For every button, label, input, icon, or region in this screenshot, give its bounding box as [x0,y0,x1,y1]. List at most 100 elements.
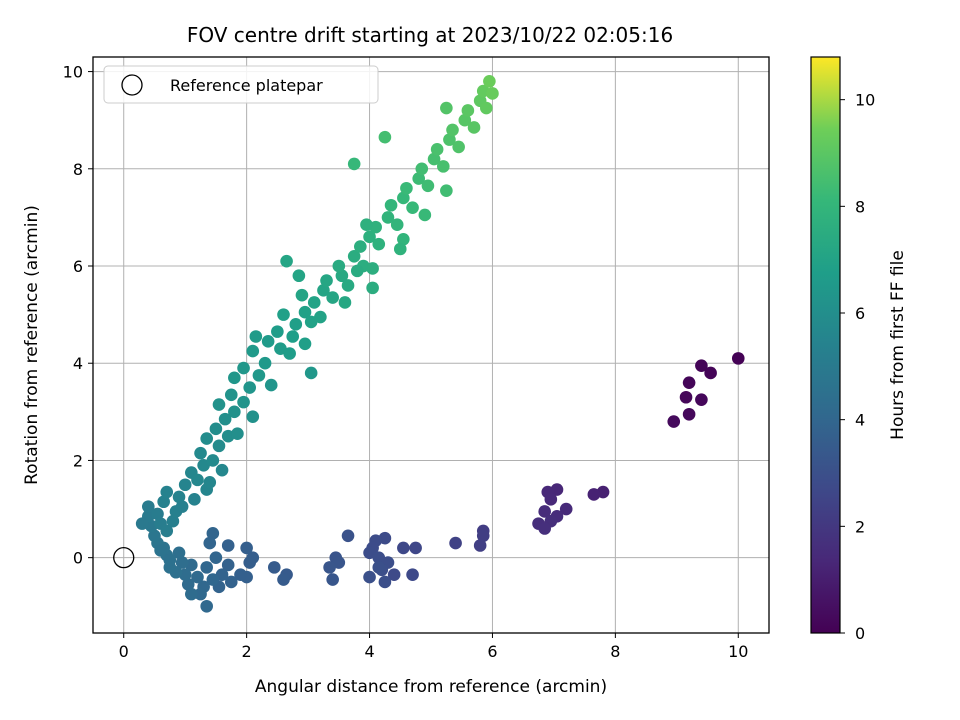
data-point [212,439,226,453]
data-point [172,490,186,504]
data-point [412,172,426,185]
data-point [231,427,244,441]
data-point [393,242,407,256]
data-point [587,488,601,501]
chart-title: FOV centre drift starting at 2023/10/22 … [187,23,673,47]
data-point [326,573,339,586]
data-point [480,101,493,115]
data-points [135,75,745,613]
data-point [704,366,717,380]
data-point [200,561,213,574]
x-axis-ticks: 0 2 4 6 8 10 [119,633,748,661]
data-point [157,495,170,509]
y-tick-label: 8 [73,160,83,179]
data-point [449,536,462,550]
data-point [246,344,260,358]
y-tick-label: 6 [73,257,83,276]
data-point [274,342,287,355]
data-point [142,500,155,513]
data-point [440,101,453,115]
data-point [163,553,177,567]
data-point [332,556,346,569]
data-point [200,432,213,445]
data-point [418,208,432,222]
data-point [206,573,220,586]
data-point [372,237,386,251]
data-point [181,578,195,591]
data-point [298,337,312,351]
data-point [209,422,223,436]
data-point [360,218,373,231]
colorbar-tick-label: 4 [855,411,865,430]
data-point [234,568,247,581]
reference-marker [113,547,135,569]
data-point [277,573,290,586]
data-point [277,308,290,321]
data-point [228,371,241,385]
data-point [354,240,367,253]
data-point [332,259,346,273]
data-point [440,184,453,197]
data-point [397,232,410,246]
data-point [317,284,330,297]
data-point [341,529,355,543]
y-axis-label: Rotation from reference (arcmin) [22,205,42,485]
data-point [178,478,192,492]
data-point [436,160,450,173]
data-point [458,113,472,127]
data-point [335,269,349,283]
data-point [264,378,278,392]
data-point [135,517,149,530]
data-point [341,279,355,292]
data-point [326,291,339,304]
data-point [160,485,174,499]
data-point [292,269,306,283]
data-point [366,262,379,275]
data-point [304,315,318,329]
data-point [559,502,573,516]
data-point [427,152,441,166]
legend-box [103,65,379,104]
data-point [397,541,410,555]
data-point [452,140,465,154]
data-point [188,493,201,506]
data-point [203,536,217,550]
data-point [151,507,164,521]
data-point [203,476,217,489]
data-point [243,556,257,569]
data-point [261,335,275,348]
data-point [267,561,281,574]
data-point [172,546,186,560]
data-point [206,454,220,467]
data-point [252,369,266,382]
data-point [320,274,333,287]
data-point [538,505,551,518]
data-point [185,587,198,601]
data-point [221,558,235,572]
data-point [378,130,392,144]
data-point [283,347,296,360]
x-tick-label: 4 [364,642,374,661]
data-point [473,539,487,552]
data-point [486,87,499,100]
data-point [400,181,413,195]
data-point [406,201,419,214]
colorbar [810,56,841,634]
data-point [397,191,410,205]
x-tick-label: 10 [728,642,748,661]
data-point [679,390,693,404]
reference-point-marker [113,547,135,569]
data-point [228,405,241,419]
data-point [381,211,395,224]
data-point [695,393,708,406]
data-point [667,415,681,428]
data-point [384,198,398,212]
data-point [446,123,459,137]
data-point [246,410,260,423]
data-point [197,459,210,472]
data-point [538,522,551,535]
data-point [314,310,327,324]
data-point [304,366,318,380]
data-point [372,551,386,564]
data-point [289,318,303,331]
